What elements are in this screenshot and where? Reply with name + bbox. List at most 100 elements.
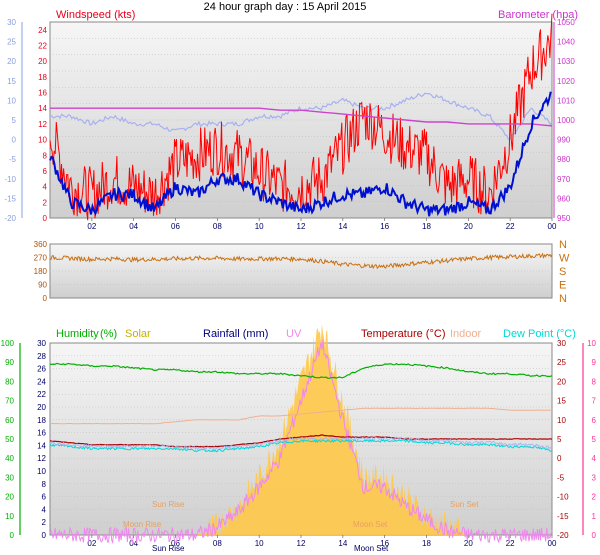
temperature-header: Temperature (°C) <box>361 328 445 340</box>
rain-tick-label: 12 <box>37 454 46 463</box>
humidity-tick-label: 10 <box>5 512 14 521</box>
kts-tick-label: 24 <box>38 26 47 35</box>
hpa-tick-label: 1050 <box>557 18 575 27</box>
kts-tick-label: 0 <box>43 214 48 223</box>
hpa-tick-label: 950 <box>557 214 571 223</box>
kts-tick-label: 10 <box>38 136 47 145</box>
rain-tick-label: 16 <box>37 429 46 438</box>
outer-left-tick-label: 20 <box>7 57 16 66</box>
chart-title: 24 hour graph day : 15 April 2015 <box>204 1 367 13</box>
uv-tick-label: 10 <box>587 339 596 348</box>
uv-series <box>49 339 553 545</box>
uv-tick-label: 2 <box>592 493 597 502</box>
rain-tick-label: 14 <box>37 441 46 450</box>
hpa-tick-label: 1000 <box>557 116 575 125</box>
sunrise-axis-label: Sun Rise <box>152 544 185 553</box>
humidity-tick-label: 0 <box>10 531 15 540</box>
x-tick-label: 18 <box>422 539 431 548</box>
dir-tick-label: 90 <box>38 281 47 290</box>
uv-header: UV <box>286 328 302 340</box>
humidity-header: Humidity <box>56 328 99 340</box>
hpa-tick-label: 1020 <box>557 77 575 86</box>
temperature-series <box>49 434 553 448</box>
x-tick-label: 00 <box>548 222 557 231</box>
kts-tick-label: 18 <box>38 73 47 82</box>
temp-tick-label: -15 <box>557 512 569 521</box>
x-tick-label: 10 <box>255 222 264 231</box>
solar-series <box>50 323 552 535</box>
humidity-tick-label: 80 <box>5 377 14 386</box>
outer-left-tick-label: -10 <box>4 175 16 184</box>
rain-tick-label: 20 <box>37 403 46 412</box>
x-tick-label: 04 <box>129 222 138 231</box>
rain-tick-label: 0 <box>42 531 47 540</box>
direction-panel <box>49 243 553 299</box>
hpa-tick-label: 1040 <box>557 38 575 47</box>
x-tick-label: 18 <box>422 222 431 231</box>
temp-tick-label: 10 <box>557 416 566 425</box>
x-tick-label: 14 <box>338 222 347 231</box>
x-tick-label: 12 <box>297 222 306 231</box>
outer-left-tick-label: -15 <box>4 194 16 203</box>
moon-rise-label: Moon Rise <box>123 520 162 529</box>
hpa-tick-label: 1010 <box>557 96 575 105</box>
kts-tick-label: 16 <box>38 89 47 98</box>
rainfall-header: Rainfall (mm) <box>203 328 268 340</box>
hpa-tick-label: 990 <box>557 136 571 145</box>
x-tick-label: 20 <box>464 539 473 548</box>
kts-tick-label: 2 <box>43 198 48 207</box>
kts-tick-label: 22 <box>38 42 47 51</box>
rain-tick-label: 10 <box>37 467 46 476</box>
x-tick-label: 22 <box>506 222 515 231</box>
x-tick-label: 08 <box>213 222 222 231</box>
uv-tick-label: 0 <box>592 531 597 540</box>
compass-label: N <box>559 239 567 251</box>
temp-tick-label: 25 <box>557 358 566 367</box>
x-tick-label: 04 <box>129 539 138 548</box>
kts-tick-label: 12 <box>38 120 47 129</box>
humidity-tick-label: 40 <box>5 454 14 463</box>
x-tick-label: 08 <box>213 539 222 548</box>
humidity-tick-label: 30 <box>5 473 14 482</box>
outer-left-tick-label: 30 <box>7 18 16 27</box>
rain-tick-label: 28 <box>37 352 46 361</box>
sun-set-label: Sun Set <box>450 500 479 509</box>
humidity-tick-label: 20 <box>5 493 14 502</box>
x-tick-label: 14 <box>338 539 347 548</box>
hpa-tick-label: 970 <box>557 175 571 184</box>
x-tick-label: 10 <box>255 539 264 548</box>
rain-tick-label: 26 <box>37 365 46 374</box>
rain-tick-label: 22 <box>37 390 46 399</box>
compass-label: N <box>559 293 567 305</box>
outer-left-tick-label: 10 <box>7 96 16 105</box>
kts-tick-label: 4 <box>43 183 48 192</box>
uv-tick-label: 5 <box>592 435 597 444</box>
indoor-series <box>50 407 552 425</box>
rain-tick-label: 18 <box>37 416 46 425</box>
outer-left-tick-label: -20 <box>4 214 16 223</box>
sun-rise-label: Sun Rise <box>152 500 185 509</box>
x-tick-label: 16 <box>380 222 389 231</box>
rain-tick-label: 30 <box>37 339 46 348</box>
humidity-series <box>49 362 553 379</box>
temp-tick-label: 5 <box>557 435 562 444</box>
temp-tick-label: -20 <box>557 531 569 540</box>
hpa-tick-label: 980 <box>557 155 571 164</box>
humidity-tick-label: 100 <box>1 339 15 348</box>
uv-tick-label: 6 <box>592 416 597 425</box>
hpa-tick-label: 1030 <box>557 57 575 66</box>
rain-tick-label: 6 <box>42 493 47 502</box>
avg-wind-series <box>49 91 552 217</box>
kts-tick-label: 20 <box>38 57 47 66</box>
uv-tick-label: 1 <box>592 512 597 521</box>
outer-left-tick-label: 25 <box>7 38 16 47</box>
temp-tick-label: 30 <box>557 339 566 348</box>
x-tick-label: 16 <box>380 539 389 548</box>
humidity-tick-label: 90 <box>5 358 14 367</box>
hpa-tick-label: 960 <box>557 194 571 203</box>
x-tick-label: 22 <box>506 539 515 548</box>
x-tick-label: 00 <box>548 539 557 548</box>
indoor-header: Indoor <box>450 328 482 340</box>
